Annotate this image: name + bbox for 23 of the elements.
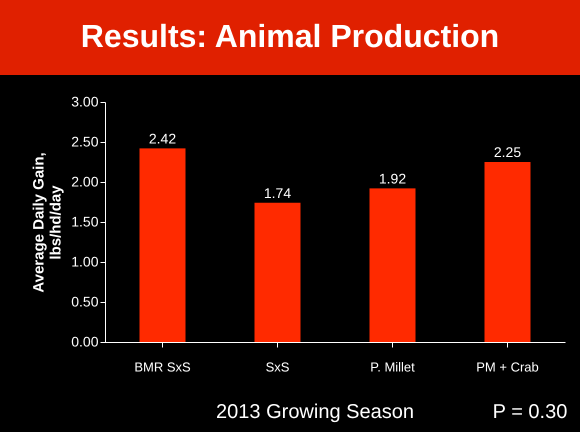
data-label: 1.92 — [378, 170, 406, 186]
chart-title: Results: Animal Production — [80, 18, 500, 54]
text: 2013 Growing Season — [216, 401, 414, 423]
bar — [254, 202, 300, 342]
y-tick-label: 0.50 — [71, 294, 99, 310]
bar — [484, 162, 530, 342]
text: P = 0.30 — [492, 401, 568, 423]
y-axis-title: Average Daily Gain, lbs/hd/day — [30, 152, 64, 293]
y-tick-label: 2.50 — [71, 134, 99, 150]
y-tick-label: 1.50 — [71, 214, 99, 230]
x-tick-label: BMR SxS — [134, 360, 191, 374]
x-tick-label: PM + Crab — [476, 360, 539, 374]
bar — [140, 148, 186, 342]
x-tick-label: SxS — [266, 360, 290, 374]
data-label: 1.74 — [264, 184, 292, 201]
data-label: 2.25 — [494, 144, 522, 160]
y-tick-label: 2.00 — [71, 174, 99, 190]
bar — [370, 188, 416, 342]
y-tick-label: 1.00 — [71, 254, 99, 270]
data-label: 2.42 — [148, 130, 176, 146]
x-tick-label: P. Millet — [370, 360, 416, 374]
y-tick-label: 3.00 — [71, 94, 99, 110]
y-tick-label: 0.00 — [71, 334, 99, 350]
